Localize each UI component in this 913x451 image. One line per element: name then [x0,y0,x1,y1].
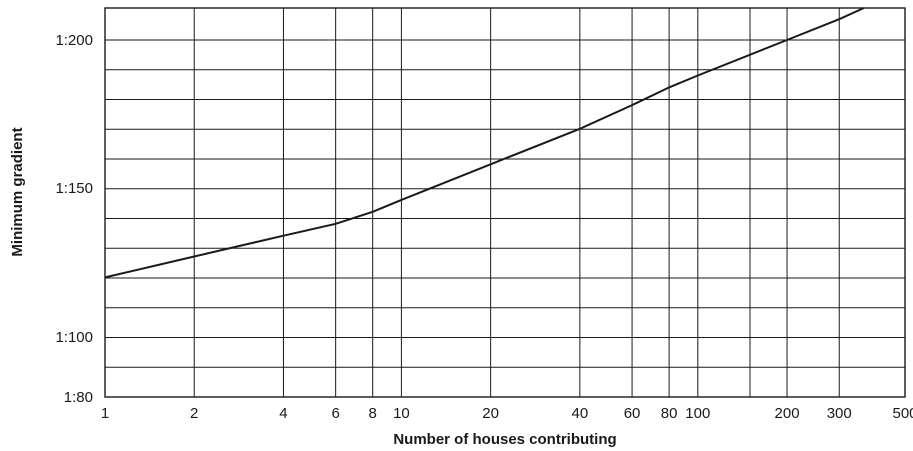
x-tick-label: 20 [482,405,499,422]
series-line [104,7,865,279]
y-tick-labels: 1:80 1:100 1:150 1:200 [55,32,93,406]
y-tick-label: 1:150 [55,180,93,197]
x-tick-label: 60 [624,405,641,422]
y-tick-label: 1:80 [64,389,93,406]
x-tick-label: 200 [775,405,800,422]
x-tick-label: 6 [331,405,339,422]
x-tick-label: 300 [827,405,852,422]
x-tick-labels: 1 2 4 6 8 10 20 40 60 80 100 200 300 500 [101,405,913,422]
plot-frame [104,7,906,398]
y-gridlines [105,39,905,368]
x-tick-label: 40 [572,405,589,422]
x-tick-label: 100 [685,405,710,422]
x-tick-label: 2 [190,405,198,422]
x-tick-label: 1 [101,405,109,422]
y-tick-label: 1:200 [55,32,93,49]
x-tick-label: 8 [369,405,377,422]
y-axis-label: Minimum gradient [9,127,26,256]
x-tick-label: 4 [279,405,287,422]
x-tick-label: 10 [393,405,410,422]
x-gridlines [193,8,840,397]
x-tick-label: 80 [661,405,678,422]
x-tick-label: 500 [892,405,913,422]
x-axis-label: Number of houses contributing [393,431,616,448]
y-tick-label: 1:100 [55,329,93,346]
